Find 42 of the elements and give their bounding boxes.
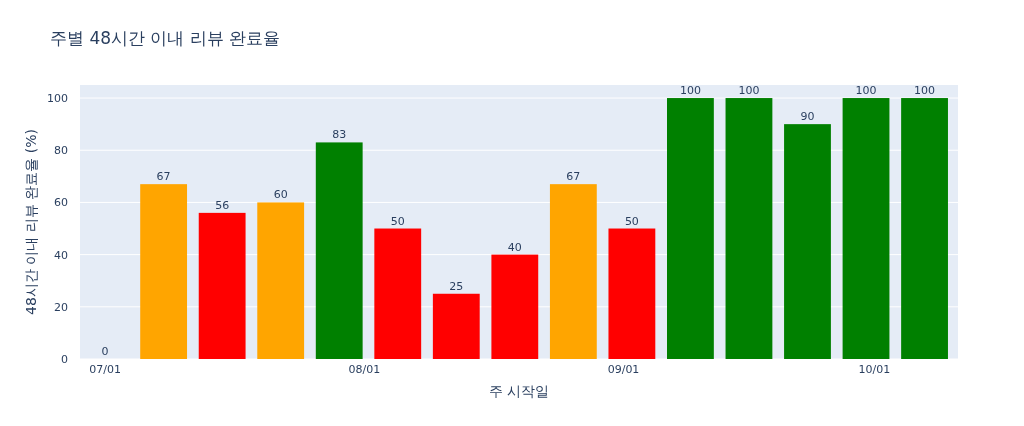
bar (842, 98, 890, 359)
data-label: 56 (215, 198, 230, 212)
bar (140, 184, 188, 359)
x-tick-label: 10/01 (858, 363, 891, 376)
data-label: 50 (390, 214, 405, 228)
x-tick-label: 08/01 (348, 363, 381, 376)
data-label: 67 (156, 170, 171, 184)
y-tick-label: 0 (61, 353, 68, 366)
y-tick-label: 60 (54, 196, 68, 210)
bar (432, 293, 480, 359)
y-tick-label: 20 (54, 300, 68, 314)
y-tick-label: 40 (54, 248, 68, 262)
data-label: 60 (273, 188, 288, 202)
data-label: 50 (624, 214, 639, 228)
bar (901, 98, 948, 359)
data-label: 40 (507, 240, 522, 254)
bar (725, 98, 773, 359)
data-label: 100 (679, 84, 701, 98)
chart-title: 주별 48시간 이내 리뷰 완료율 (50, 28, 281, 48)
y-axis-title: 48시간 이내 리뷰 완료율 (%) (23, 129, 39, 315)
data-label: 83 (332, 128, 347, 142)
y-tick-label: 100 (47, 92, 68, 106)
data-label: 100 (855, 84, 877, 98)
bar (667, 98, 714, 359)
x-axis-title: 주 시작일 (488, 383, 550, 399)
y-tick-label: 80 (54, 144, 68, 158)
bar (608, 228, 656, 359)
bar (315, 142, 363, 359)
data-label: 25 (449, 279, 464, 293)
bar (257, 202, 305, 359)
x-tick-label: 07/01 (89, 363, 121, 376)
data-label: 90 (800, 110, 815, 124)
data-label: 0 (101, 345, 109, 358)
bar (374, 228, 422, 359)
bar (784, 124, 831, 359)
data-label: 67 (566, 170, 581, 184)
data-label: 100 (738, 84, 760, 98)
x-tick-label: 09/01 (607, 363, 640, 376)
bar (491, 254, 539, 359)
bar (198, 212, 246, 359)
bar (549, 184, 597, 359)
data-label: 100 (914, 84, 936, 98)
